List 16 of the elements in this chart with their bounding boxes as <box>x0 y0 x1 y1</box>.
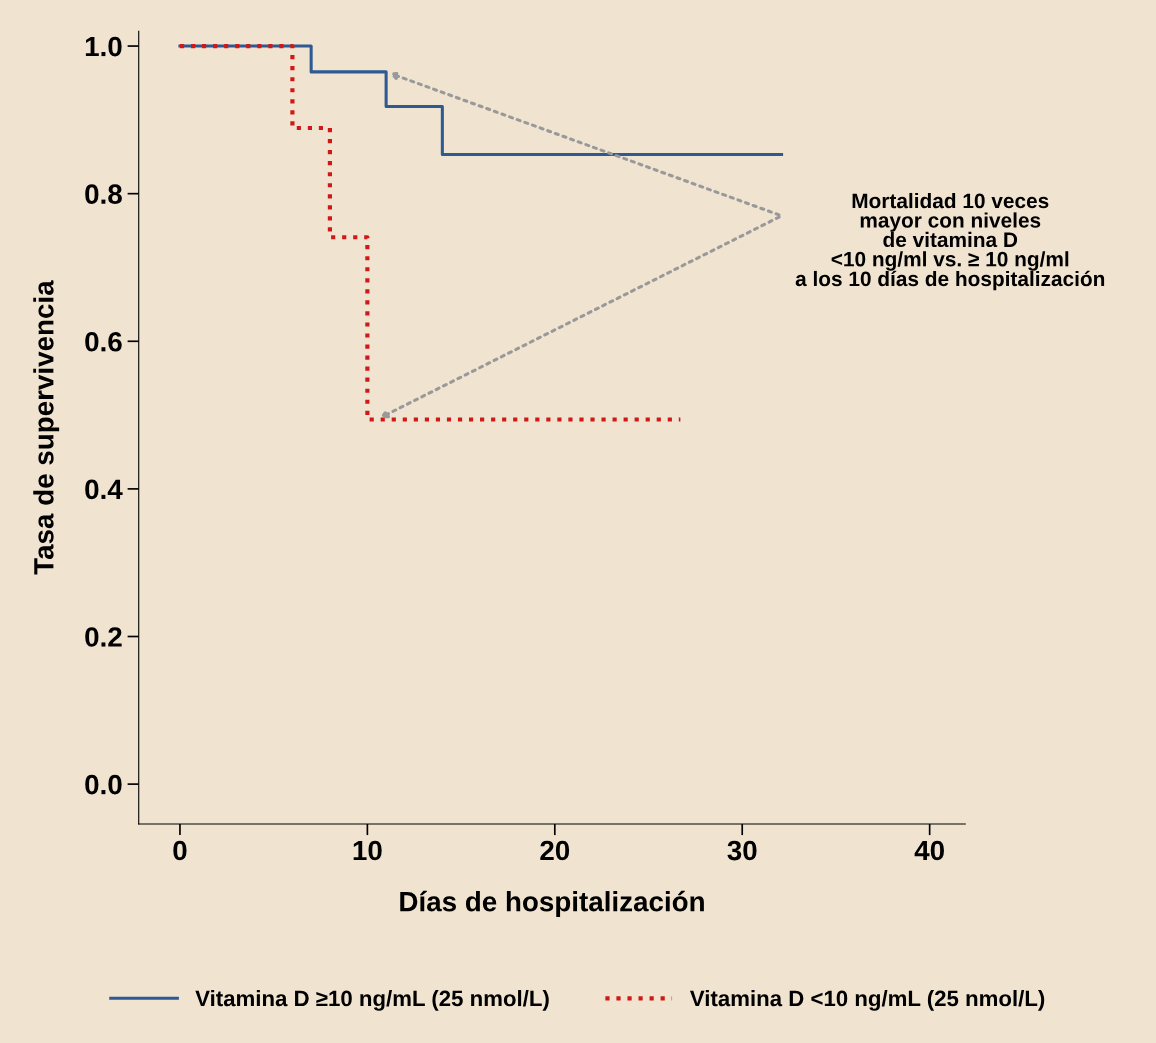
x-tick-label: 40 <box>914 840 944 861</box>
y-tick-label: 0.0 <box>85 774 122 795</box>
y-tick-label: 0.6 <box>85 331 122 352</box>
y-tick-label: 1.0 <box>85 36 122 57</box>
y-tick-label: 0.8 <box>85 184 122 204</box>
legend-label: Vitamina D <10 ng/mL (25 nmol/L) <box>689 989 1045 1011</box>
x-axis-title: Días de hospitalización <box>400 890 704 917</box>
x-tick-label: 10 <box>353 840 382 861</box>
x-tick-label: 0 <box>173 840 187 861</box>
x-tick-label: 20 <box>540 840 570 861</box>
x-tick-label: 30 <box>727 840 757 861</box>
y-tick-label: 0.2 <box>85 627 122 647</box>
y-axis-title: Tasa de supervivencia <box>33 280 60 575</box>
y-tick-label: 0.4 <box>85 479 123 500</box>
legend-label: Vitamina D ≥10 ng/mL (25 nmol/L) <box>195 989 549 1011</box>
annotation: Mortalidad 10 veces mayor con niveles de vitamina D <10 ng/ml vs. ≥ 10 ng/ml a los 10 días de hospitalización <box>795 192 1105 291</box>
